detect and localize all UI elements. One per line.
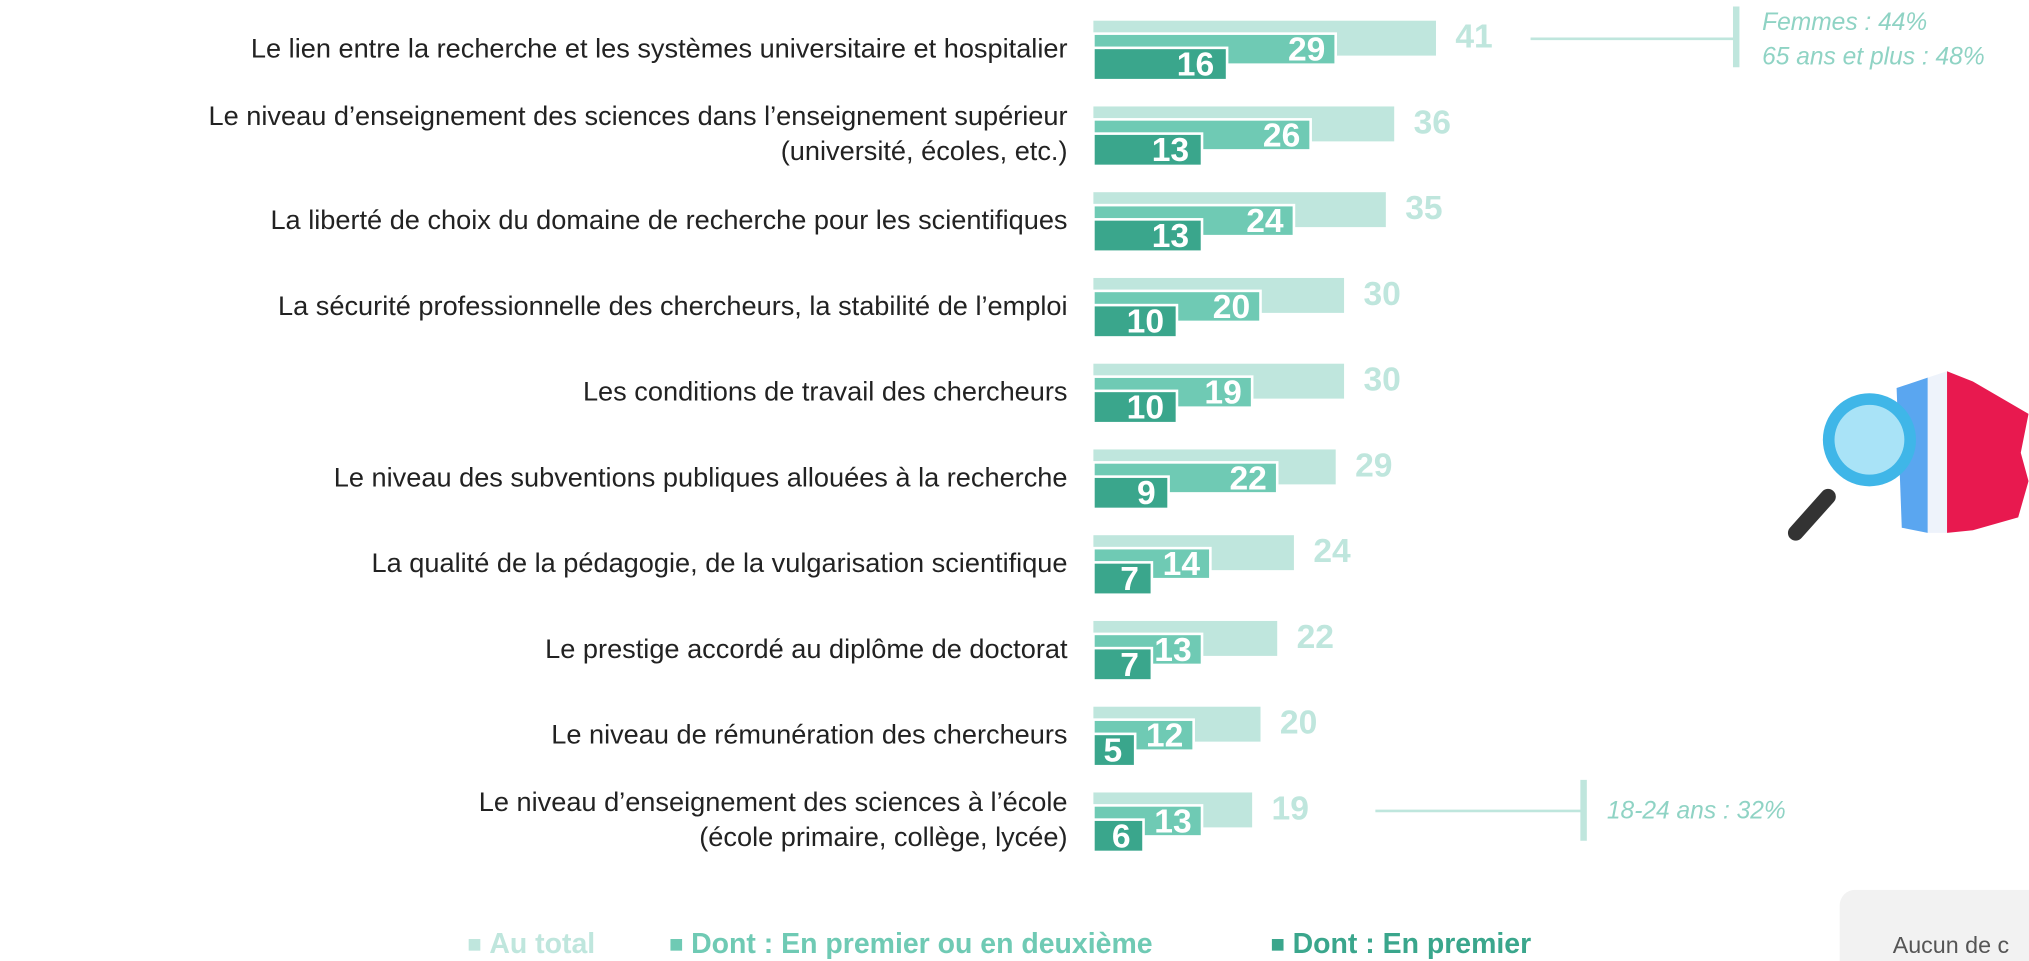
value-label: 14 xyxy=(1163,546,1201,583)
value-label: 6 xyxy=(1112,818,1131,855)
value-label: 9 xyxy=(1137,475,1156,512)
bar xyxy=(1092,732,1137,768)
annotation: 65 ans et plus : 48% xyxy=(1762,44,1985,71)
value-label: 12 xyxy=(1146,718,1183,755)
value-label: 20 xyxy=(1213,289,1250,326)
value-label: 13 xyxy=(1154,803,1191,840)
bar xyxy=(1092,132,1204,168)
bar xyxy=(1092,646,1154,682)
category-label: La sécurité professionnelle des chercheu… xyxy=(278,290,1067,321)
bar xyxy=(1092,389,1179,425)
bar xyxy=(1092,818,1145,854)
bar xyxy=(1092,561,1154,597)
value-label: 22 xyxy=(1229,460,1266,497)
legend-label: Dont : En premier ou en deuxième xyxy=(691,928,1152,960)
bar xyxy=(1092,46,1229,82)
value-label: 35 xyxy=(1405,190,1442,227)
category-label: Le niveau de rémunération des chercheurs xyxy=(551,719,1067,750)
bar xyxy=(1092,303,1179,339)
value-label: 13 xyxy=(1154,632,1191,669)
category-line: Le niveau d’enseignement des sciences da… xyxy=(209,100,1068,131)
value-label: 22 xyxy=(1297,619,1334,656)
category-label: La qualité de la pédagogie, de la vulgar… xyxy=(372,547,1068,578)
category-label: Les conditions de travail des chercheurs xyxy=(583,376,1068,407)
category-label: Le niveau d’enseignement des sciences da… xyxy=(209,100,1068,166)
category-line: (université, écoles, etc.) xyxy=(781,135,1068,166)
annotation: 18-24 ans : 32% xyxy=(1607,798,1786,825)
icon xyxy=(1787,371,2029,541)
value-label: 29 xyxy=(1288,32,1325,69)
legend-swatch xyxy=(1271,939,1284,951)
value-label: 5 xyxy=(1104,733,1123,770)
value-label: 41 xyxy=(1455,19,1492,56)
note-box xyxy=(1839,889,2029,961)
legend-label: Au total xyxy=(489,928,595,960)
value-label: 19 xyxy=(1272,790,1309,827)
value-label: 16 xyxy=(1177,46,1214,83)
legend-swatch xyxy=(670,939,683,951)
value-label: 10 xyxy=(1127,389,1164,426)
value-label: 36 xyxy=(1414,104,1451,141)
value-label: 7 xyxy=(1120,647,1139,684)
category-line: Le niveau d’enseignement des sciences à … xyxy=(479,786,1068,817)
value-label: 20 xyxy=(1280,705,1317,742)
bar xyxy=(1092,475,1170,511)
category-line: (école primaire, collège, lycée) xyxy=(699,821,1067,852)
value-label: 19 xyxy=(1204,375,1241,412)
category-label: Le niveau d’enseignement des sciences à … xyxy=(479,786,1068,852)
category-label: Le lien entre la recherche et les systèm… xyxy=(251,33,1068,64)
value-label: 13 xyxy=(1152,218,1189,255)
value-label: 24 xyxy=(1313,533,1351,570)
legend-label: Dont : En premier xyxy=(1293,928,1532,960)
category-label: Le niveau des subventions publiques allo… xyxy=(334,461,1068,492)
note: Aucun de c xyxy=(1893,932,2010,958)
annotation: Femmes : 44% xyxy=(1762,9,1927,36)
value-label: 26 xyxy=(1263,117,1300,154)
value-label: 10 xyxy=(1127,304,1164,341)
value-label: 29 xyxy=(1355,447,1392,484)
value-label: 24 xyxy=(1246,203,1284,240)
legend-swatch xyxy=(468,939,481,951)
value-label: 7 xyxy=(1120,561,1139,598)
category-label: Le prestige accordé au diplôme de doctor… xyxy=(545,633,1068,664)
value-label: 13 xyxy=(1152,132,1189,169)
bar xyxy=(1092,218,1204,253)
value-label: 30 xyxy=(1363,362,1400,399)
category-label: La liberté de choix du domaine de recher… xyxy=(270,204,1067,235)
value-label: 30 xyxy=(1363,276,1400,313)
